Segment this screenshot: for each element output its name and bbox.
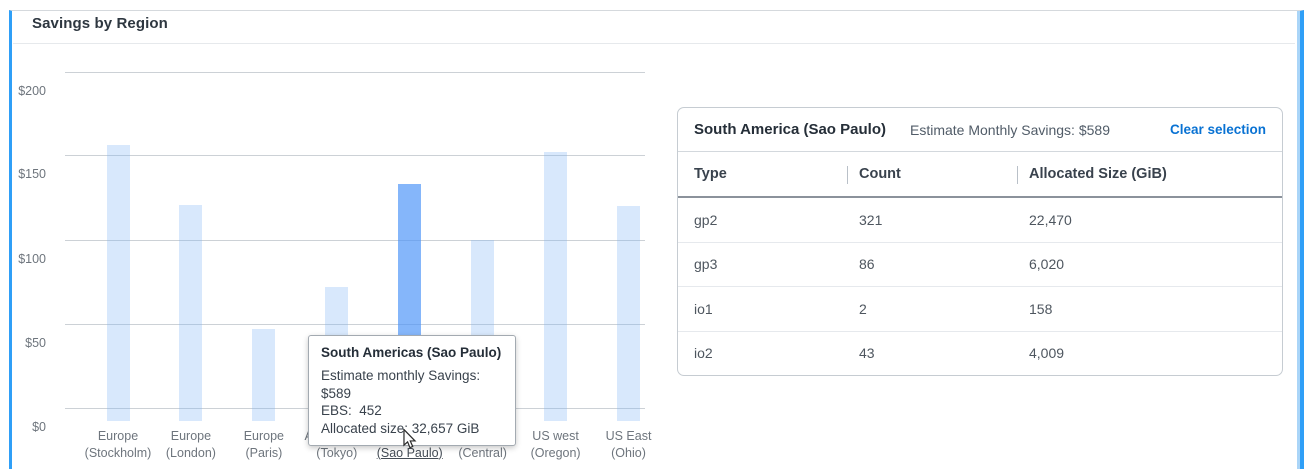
- column-header-allocated-size: Allocated Size (GiB): [1029, 166, 1167, 182]
- panel-header: South America (Sao Paulo) Estimate Month…: [678, 108, 1282, 152]
- title-divider: [13, 43, 1295, 44]
- table-cell: 22,470: [1029, 211, 1072, 228]
- table-cell: gp2: [694, 211, 718, 228]
- x-axis-label-line1: US west: [532, 429, 579, 443]
- chart-gridline: [65, 240, 645, 241]
- bar-europe-paris[interactable]: [252, 328, 276, 421]
- y-axis-tick-label: $100: [18, 252, 46, 266]
- bar-us-east-ohio[interactable]: [617, 206, 640, 421]
- column-header-count: Count: [859, 166, 901, 182]
- table-row: gp2 321 22,470: [678, 198, 1282, 243]
- table-cell: 43: [859, 345, 875, 362]
- x-axis-label-line1: Europe: [97, 429, 139, 443]
- x-axis-label[interactable]: Europe (London): [136, 428, 246, 461]
- x-axis-label-line2: (Ohio): [611, 445, 646, 460]
- table-header-row: Type Count Allocated Size (GiB): [678, 152, 1282, 198]
- column-divider: [1017, 166, 1018, 184]
- chart-gridline: [65, 155, 645, 156]
- y-axis-tick-label: $150: [18, 167, 46, 181]
- tooltip-line: Allocated size: 32,657 GiB: [321, 420, 480, 436]
- tooltip-line: EBS: 452: [321, 403, 382, 418]
- chart-gridline: [65, 324, 645, 325]
- table-row: io2 43 4,009: [678, 332, 1282, 376]
- chart-tooltip: South Americas (Sao Paulo) Estimate mont…: [308, 335, 516, 446]
- table-cell: 4,009: [1029, 345, 1065, 362]
- region-detail-panel: South America (Sao Paulo) Estimate Month…: [677, 107, 1283, 376]
- x-axis-label[interactable]: Europe (Paris): [209, 428, 319, 461]
- x-axis-label-line2: (Stockholm): [84, 445, 152, 460]
- bar-europe-london[interactable]: [179, 204, 203, 421]
- x-axis-label-line1: US East: [605, 429, 652, 443]
- x-axis-label-line2: (London): [165, 445, 216, 460]
- column-divider: [847, 166, 848, 184]
- arrow-pointer-icon: [401, 428, 418, 455]
- table-cell: 321: [859, 211, 883, 228]
- x-axis-label[interactable]: US East (Ohio): [574, 428, 684, 461]
- x-axis-label-line2: (Paris): [245, 445, 283, 460]
- y-axis-tick-label: $50: [25, 336, 46, 350]
- x-axis-label-line2: (Sao Paulo): [376, 445, 443, 460]
- tooltip-body: Estimate monthly Savings: $589 EBS: 452 Al…: [321, 367, 503, 437]
- column-header-type: Type: [694, 166, 727, 182]
- x-axis-label-line2: (Tokyo): [316, 445, 358, 460]
- x-axis-label-line1: Europe: [170, 429, 212, 443]
- table-cell: 86: [859, 256, 875, 273]
- y-axis-tick-label: $200: [18, 84, 46, 98]
- panel-savings-subtitle: Estimate Monthly Savings: $589: [909, 121, 1110, 138]
- bar-us-west-oregon[interactable]: [544, 152, 568, 421]
- table-cell: io2: [694, 345, 713, 362]
- card-title: Savings by Region: [32, 15, 168, 32]
- clear-selection-link[interactable]: Clear selection: [1169, 122, 1266, 137]
- table-cell: 2: [859, 300, 867, 317]
- table-cell: 158: [1029, 300, 1053, 317]
- table-cell: 6,020: [1029, 256, 1065, 273]
- x-axis-label[interactable]: Europe (Stockholm): [63, 428, 173, 461]
- tooltip-title: South Americas (Sao Paulo): [321, 345, 502, 360]
- bar-europe-stockholm[interactable]: [106, 145, 130, 421]
- table-cell: gp3: [694, 256, 718, 273]
- y-axis-tick-label: $0: [32, 420, 46, 434]
- table-row: gp3 86 6,020: [678, 243, 1282, 287]
- table-cell: io1: [694, 300, 713, 317]
- chart-gridline: [65, 72, 645, 73]
- panel-region-title: South America (Sao Paulo): [694, 121, 886, 138]
- x-axis-label[interactable]: US west (Oregon): [501, 428, 611, 461]
- x-axis-label-line2: (Oregon): [530, 445, 581, 460]
- tooltip-line: Estimate monthly Savings: $589: [321, 368, 484, 401]
- x-axis-label-line1: Europe: [243, 429, 285, 443]
- x-axis-label-line2: (Central): [458, 445, 507, 460]
- table-row: io1 2 158: [678, 287, 1282, 332]
- table-body: gp2 321 22,470 gp3 86 6,020 io1 2 158 io2 43 4,009: [678, 198, 1282, 375]
